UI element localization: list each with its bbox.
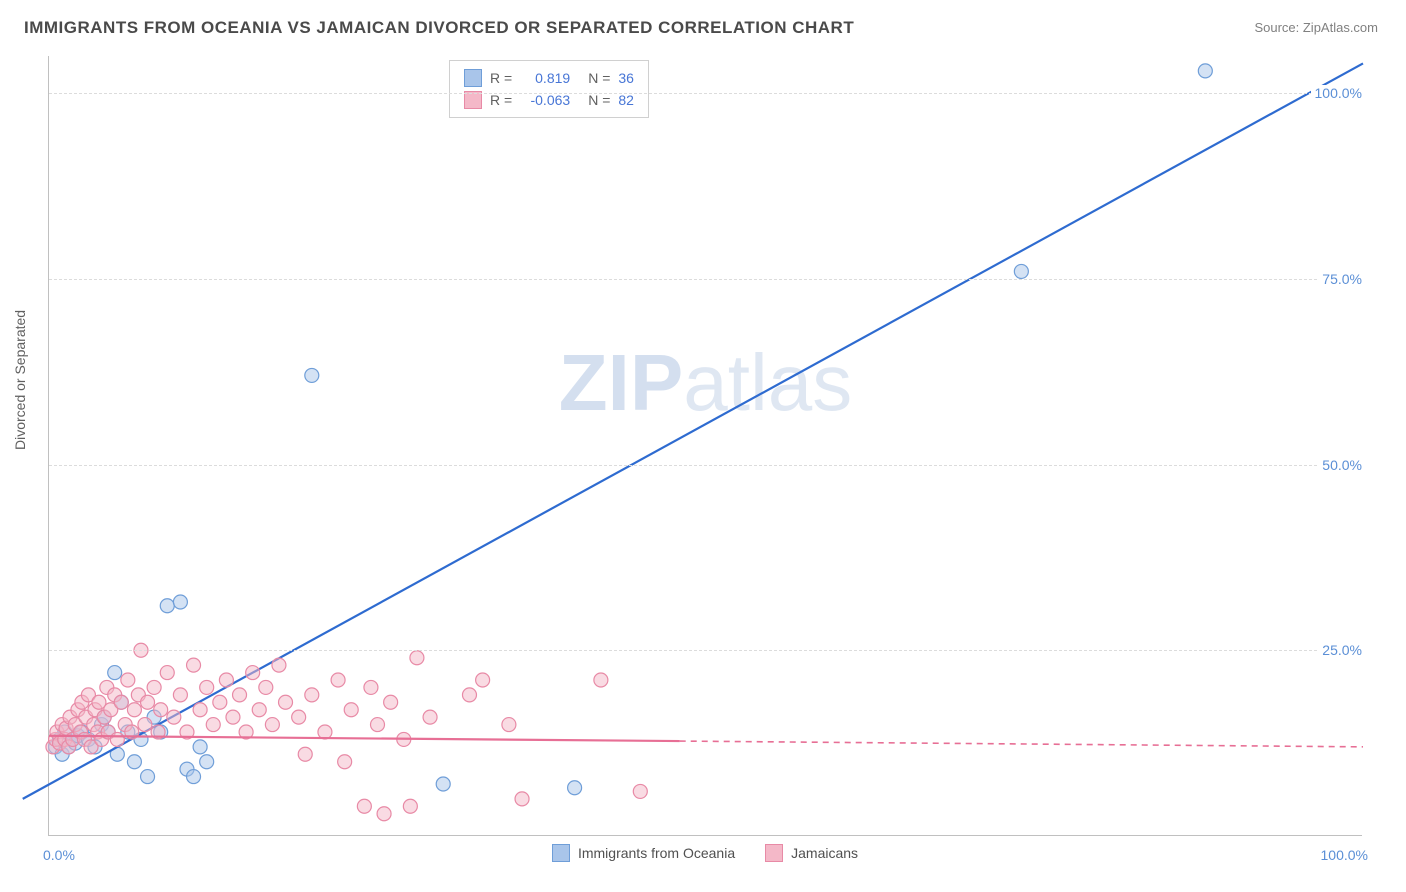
scatter-point — [476, 673, 490, 687]
scatter-point — [219, 673, 233, 687]
trend-line-solid — [23, 63, 1363, 798]
scatter-point — [594, 673, 608, 687]
scatter-point — [147, 680, 161, 694]
scatter-point — [138, 718, 152, 732]
plot-area: ZIPatlas R =0.819N =36R =-0.063N =82 0.0… — [48, 56, 1362, 836]
scatter-point — [226, 710, 240, 724]
scatter-point — [213, 695, 227, 709]
scatter-point — [462, 688, 476, 702]
legend-label: Jamaicans — [791, 845, 858, 861]
series-legend: Immigrants from Oceania Jamaicans — [48, 844, 1362, 862]
scatter-point — [127, 703, 141, 717]
scatter-point — [364, 680, 378, 694]
legend-swatch — [552, 844, 570, 862]
legend-label: Immigrants from Oceania — [578, 845, 735, 861]
scatter-point — [252, 703, 266, 717]
scatter-point — [187, 658, 201, 672]
legend-swatch — [765, 844, 783, 862]
scatter-point — [371, 718, 385, 732]
scatter-point — [193, 703, 207, 717]
scatter-point — [1198, 64, 1212, 78]
scatter-point — [233, 688, 247, 702]
scatter-point — [141, 770, 155, 784]
scatter-point — [318, 725, 332, 739]
scatter-point — [206, 718, 220, 732]
gridline — [49, 465, 1362, 466]
scatter-point — [423, 710, 437, 724]
scatter-point — [265, 718, 279, 732]
scatter-point — [305, 368, 319, 382]
scatter-point — [160, 666, 174, 680]
scatter-point — [410, 651, 424, 665]
scatter-point — [200, 680, 214, 694]
legend-item: Immigrants from Oceania — [552, 844, 735, 862]
gridline — [49, 93, 1362, 94]
scatter-point — [114, 695, 128, 709]
scatter-point — [108, 666, 122, 680]
scatter-point — [384, 695, 398, 709]
scatter-point — [259, 680, 273, 694]
scatter-point — [568, 781, 582, 795]
scatter-point — [344, 703, 358, 717]
scatter-point — [515, 792, 529, 806]
scatter-point — [292, 710, 306, 724]
scatter-point — [246, 666, 260, 680]
scatter-point — [200, 755, 214, 769]
scatter-point — [127, 755, 141, 769]
scatter-point — [167, 710, 181, 724]
gridline — [49, 279, 1362, 280]
scatter-point — [110, 732, 124, 746]
scatter-point — [193, 740, 207, 754]
scatter-point — [331, 673, 345, 687]
scatter-point — [298, 747, 312, 761]
gridline — [49, 650, 1362, 651]
scatter-point — [357, 799, 371, 813]
y-axis-label: Divorced or Separated — [12, 310, 28, 450]
y-tick-label: 25.0% — [1318, 642, 1366, 658]
y-tick-label: 50.0% — [1318, 457, 1366, 473]
chart-svg — [49, 56, 1362, 835]
scatter-point — [141, 695, 155, 709]
source-link[interactable]: ZipAtlas.com — [1303, 20, 1378, 35]
scatter-point — [633, 784, 647, 798]
scatter-point — [436, 777, 450, 791]
scatter-point — [279, 695, 293, 709]
scatter-point — [403, 799, 417, 813]
y-tick-label: 100.0% — [1311, 85, 1366, 101]
scatter-point — [305, 688, 319, 702]
scatter-point — [154, 703, 168, 717]
scatter-point — [173, 595, 187, 609]
scatter-point — [502, 718, 516, 732]
scatter-point — [338, 755, 352, 769]
scatter-point — [121, 673, 135, 687]
trend-line-dashed — [680, 741, 1363, 747]
source-prefix: Source: — [1254, 20, 1302, 35]
scatter-point — [272, 658, 286, 672]
legend-item: Jamaicans — [765, 844, 858, 862]
source-attribution: Source: ZipAtlas.com — [1254, 20, 1378, 35]
chart-title: IMMIGRANTS FROM OCEANIA VS JAMAICAN DIVO… — [24, 18, 854, 38]
scatter-point — [160, 599, 174, 613]
scatter-point — [187, 770, 201, 784]
scatter-point — [377, 807, 391, 821]
scatter-point — [173, 688, 187, 702]
y-tick-label: 75.0% — [1318, 271, 1366, 287]
scatter-point — [1014, 264, 1028, 278]
